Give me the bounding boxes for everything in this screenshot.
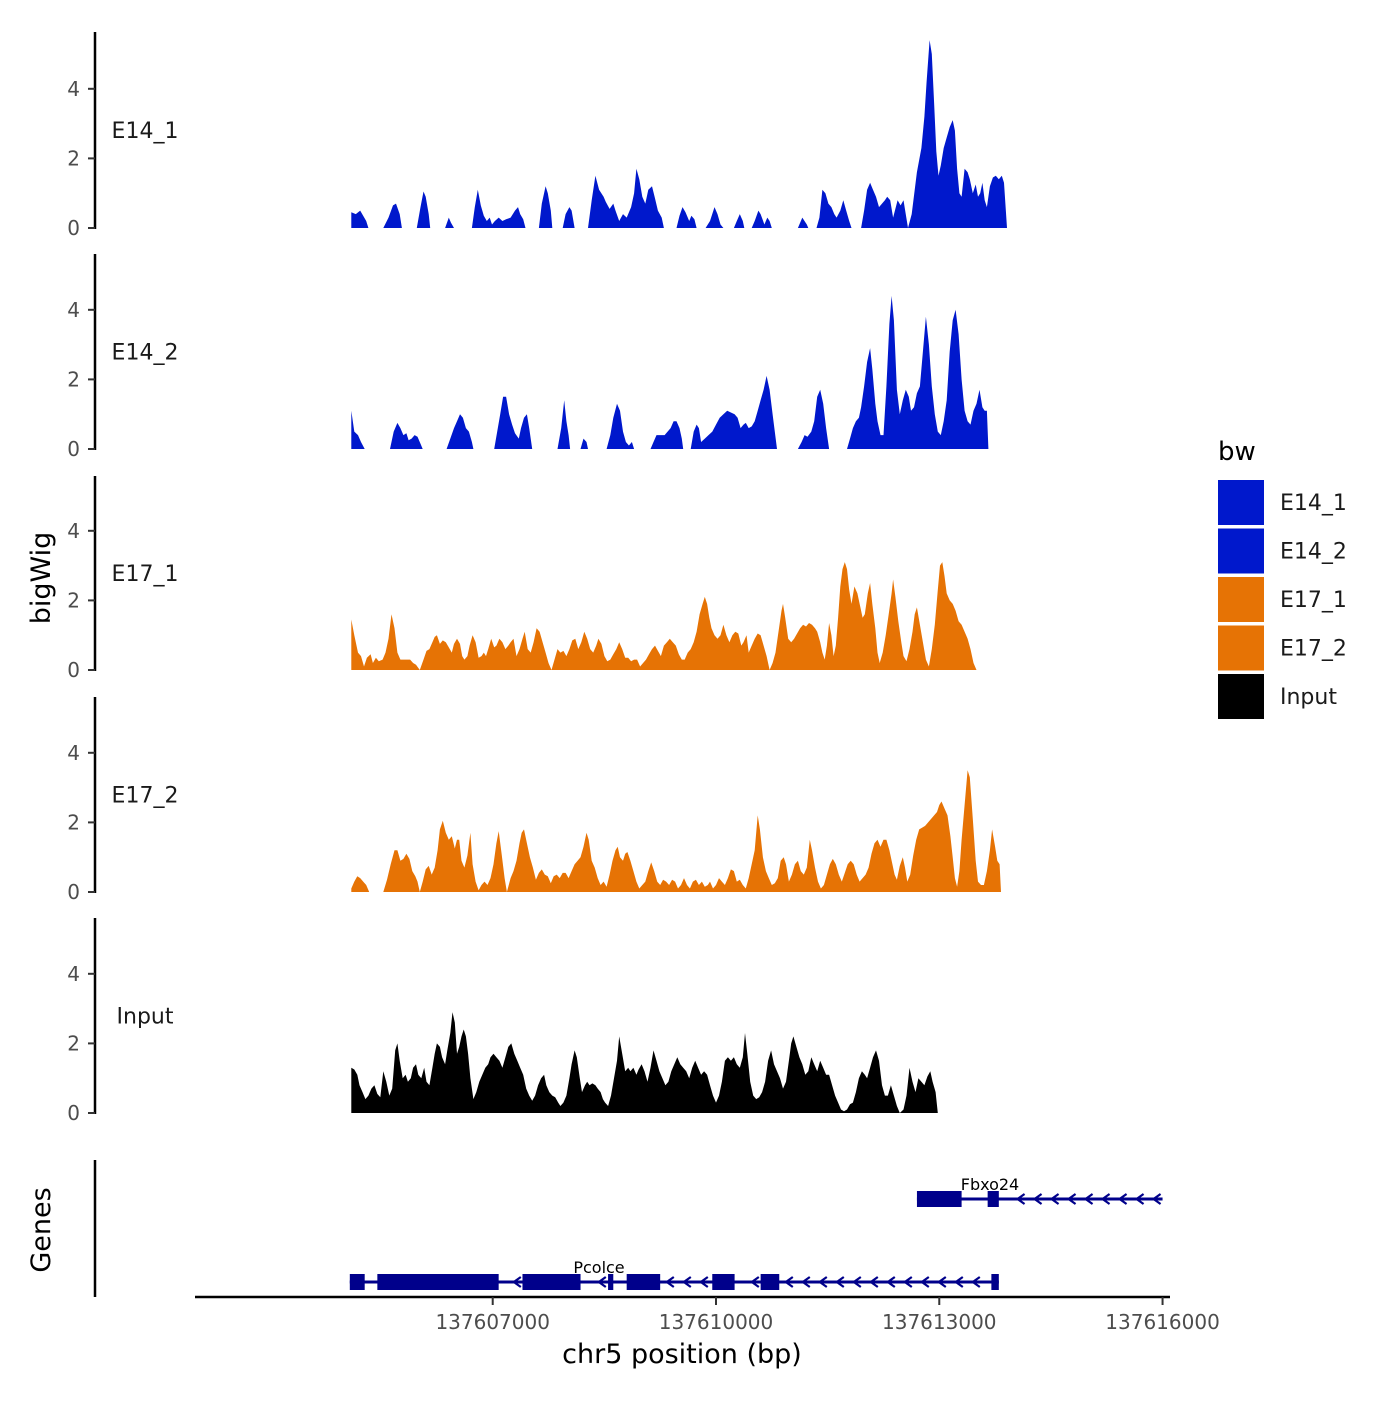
gene-Fbxo24: Fbxo24 (916, 1175, 1163, 1207)
exon-Pcolce-7 (991, 1274, 999, 1290)
y-tick-label-E14_2-0: 0 (67, 437, 80, 461)
y-tick-label-Input-2: 2 (67, 1031, 80, 1055)
signal-area-E17_1 (351, 562, 977, 670)
y-tick-label-E17_2-0: 0 (67, 880, 80, 904)
legend-label-E17_2: E17_2 (1280, 637, 1347, 662)
signal-area-E14_2 (351, 295, 989, 449)
strand-arrow-Fbxo24-5 (1066, 1193, 1077, 1205)
track-E14_1: 0 2 4 E14_1 (67, 32, 1007, 240)
y-tick-label-E14_2-4: 4 (67, 298, 80, 322)
genes-layer: Fbxo24 Pcolce (349, 1175, 1163, 1290)
x-tick-label-2: 137613000 (882, 1310, 997, 1334)
strand-arrow-Pcolce-6 (868, 1276, 879, 1288)
track-label-Input: Input (117, 1005, 174, 1030)
exon-Pcolce-4 (626, 1274, 661, 1290)
y-tick-label-E14_1-0: 0 (67, 216, 80, 240)
strand-arrow-Fbxo24-3 (1100, 1193, 1111, 1205)
y-tick-label-E14_1-2: 2 (67, 146, 80, 170)
strand-arrow-Pcolce-17 (511, 1276, 522, 1288)
x-axis-title: chr5 position (bp) (562, 1339, 802, 1370)
x-ticks: 137607000 137610000 137613000 137616000 (435, 1297, 1220, 1334)
strand-arrow-Pcolce-8 (834, 1276, 845, 1288)
strand-arrow-Pcolce-11 (783, 1276, 794, 1288)
gene-name-Fbxo24: Fbxo24 (961, 1175, 1019, 1194)
strand-arrow-Fbxo24-2 (1117, 1193, 1128, 1205)
signal-area-Input (351, 1012, 938, 1113)
exon-Pcolce-0 (349, 1274, 365, 1290)
strand-arrow-Pcolce-7 (851, 1276, 862, 1288)
exon-Fbxo24-0 (916, 1191, 962, 1207)
strand-arrow-Pcolce-3 (919, 1276, 930, 1288)
strand-arrow-Fbxo24-6 (1049, 1193, 1060, 1205)
strand-arrow-Pcolce-4 (902, 1276, 913, 1288)
y-tick-label-E14_2-2: 2 (67, 367, 80, 391)
y-tick-label-E17_1-2: 2 (67, 588, 80, 612)
y-tick-label-E17_2-2: 2 (67, 810, 80, 834)
strand-arrow-Pcolce-9 (817, 1276, 828, 1288)
strand-arrow-Pcolce-13 (698, 1276, 709, 1288)
exon-Pcolce-2 (522, 1274, 581, 1290)
exon-Pcolce-5 (712, 1274, 735, 1290)
strand-arrow-Pcolce-2 (936, 1276, 947, 1288)
x-tick-label-1: 137610000 (659, 1310, 774, 1334)
x-tick-label-3: 137616000 (1105, 1310, 1220, 1334)
strand-arrow-Fbxo24-0 (1151, 1193, 1162, 1205)
legend-title: bw (1218, 437, 1256, 467)
x-tick-label-0: 137607000 (435, 1310, 550, 1334)
gene-name-Pcolce: Pcolce (573, 1258, 624, 1277)
track-label-E14_2: E14_2 (112, 341, 179, 366)
tracks-layer: 0 2 4 E14_1 0 2 4 E14_2 0 2 4 E17_1 0 2 4 E17_2 0 2 4 Input (67, 32, 1007, 1125)
legend-swatch-E14_2 (1218, 528, 1264, 574)
y-tick-label-E14_1-4: 4 (67, 77, 80, 101)
strand-arrow-Pcolce-12 (749, 1276, 760, 1288)
strand-arrow-Pcolce-0 (970, 1276, 981, 1288)
strand-arrow-Fbxo24-8 (1015, 1193, 1026, 1205)
strand-arrow-Pcolce-5 (885, 1276, 896, 1288)
genes-axis-title: Genes (26, 1187, 57, 1272)
track-label-E14_1: E14_1 (112, 119, 179, 144)
legend-swatch-E17_2 (1218, 625, 1264, 671)
gene-Pcolce: Pcolce (349, 1258, 999, 1290)
legend-label-Input: Input (1280, 685, 1337, 710)
legend-label-E17_1: E17_1 (1280, 588, 1347, 613)
signal-area-E17_2 (351, 770, 1001, 892)
y-tick-label-E17_2-4: 4 (67, 741, 80, 765)
strand-arrow-Pcolce-16 (596, 1276, 607, 1288)
y-tick-label-E17_1-4: 4 (67, 519, 80, 543)
strand-arrow-Fbxo24-7 (1032, 1193, 1043, 1205)
signal-area-E14_1 (351, 40, 1007, 228)
y-tick-label-Input-0: 0 (67, 1101, 80, 1125)
exon-Fbxo24-1 (987, 1191, 999, 1207)
exon-Pcolce-1 (377, 1274, 499, 1290)
exon-Pcolce-6 (760, 1274, 780, 1290)
track-E17_2: 0 2 4 E17_2 (67, 697, 1001, 904)
legend-label-E14_2: E14_2 (1280, 540, 1347, 565)
strand-arrow-Fbxo24-4 (1083, 1193, 1094, 1205)
legend: bw E14_1 E14_2 E17_1 E17_2 Input (1218, 437, 1347, 719)
legend-swatch-E17_1 (1218, 577, 1264, 622)
track-E17_1: 0 2 4 E17_1 (67, 476, 977, 682)
strand-arrow-Pcolce-1 (953, 1276, 964, 1288)
strand-arrow-Pcolce-15 (664, 1276, 675, 1288)
legend-swatch-Input (1218, 674, 1264, 719)
exon-Pcolce-3 (608, 1274, 614, 1290)
strand-arrow-Fbxo24-1 (1134, 1193, 1145, 1205)
y-tick-label-Input-4: 4 (67, 962, 80, 986)
y-tick-label-E17_1-0: 0 (67, 658, 80, 682)
track-E14_2: 0 2 4 E14_2 (67, 254, 989, 461)
y-axis-title: bigWig (26, 532, 57, 625)
track-Input: 0 2 4 Input (67, 918, 938, 1125)
strand-arrow-Pcolce-10 (800, 1276, 811, 1288)
legend-entries: E14_1 E14_2 E17_1 E17_2 Input (1218, 480, 1347, 719)
legend-swatch-E14_1 (1218, 480, 1264, 525)
track-label-E17_2: E17_2 (112, 784, 179, 809)
legend-label-E14_1: E14_1 (1280, 491, 1347, 516)
track-label-E17_1: E17_1 (112, 562, 179, 587)
strand-arrow-Pcolce-14 (681, 1276, 692, 1288)
